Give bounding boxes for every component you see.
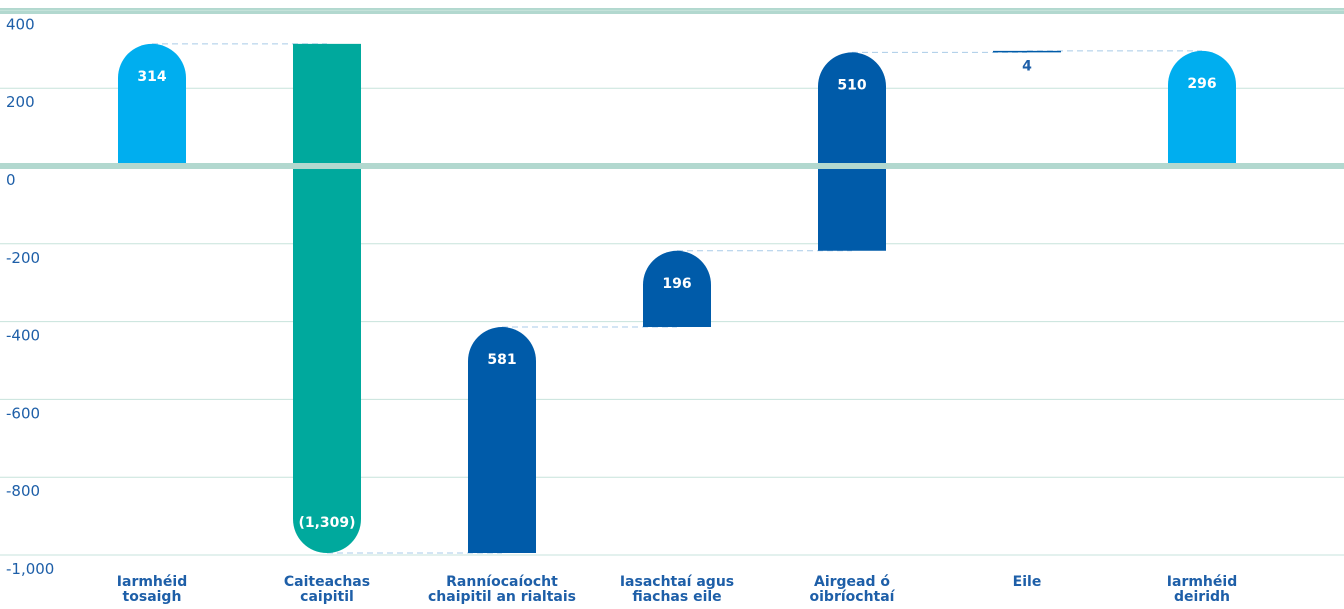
y-tick-label: -200 <box>6 249 40 267</box>
data-label: 296 <box>1187 76 1216 92</box>
y-tick-label: -1,000 <box>6 560 54 578</box>
data-label: (1,309) <box>298 515 355 531</box>
grid-lines <box>0 9 1344 556</box>
y-tick-label: 0 <box>6 171 16 189</box>
y-tick-label: -600 <box>6 404 40 422</box>
category-label: Iarmhéid deiridh <box>1167 574 1237 605</box>
top-border <box>0 8 1344 14</box>
category-label: Airgead ó oibríochtaí <box>810 574 896 605</box>
category-label: Iasachtaí agus fiachas eile <box>620 574 734 605</box>
bar <box>643 250 711 328</box>
category-label: Iarmhéid tosaigh <box>117 574 187 605</box>
category-label: Eile <box>1013 574 1042 590</box>
bars <box>118 43 1236 554</box>
zero-baseline <box>0 163 1344 169</box>
data-label: 314 <box>137 69 166 85</box>
y-tick-label: -800 <box>6 482 40 500</box>
category-labels: Iarmhéid tosaigh Caiteachas caipitil Ranníoc… <box>117 574 1237 605</box>
bar <box>1168 50 1236 166</box>
bar <box>818 52 886 251</box>
data-label: 510 <box>837 77 866 93</box>
y-axis-ticks: 400 200 0 -200 -400 -600 -800 -1,000 <box>6 15 54 578</box>
y-tick-label: -400 <box>6 327 40 345</box>
bar <box>993 50 1061 53</box>
bar <box>293 43 361 554</box>
data-labels: 314 (1,309) 581 196 510 4 296 <box>137 58 1216 531</box>
y-tick-label: 400 <box>6 15 35 33</box>
data-label: 4 <box>1022 58 1032 74</box>
zero-line <box>0 163 1344 169</box>
category-label: Caiteachas caipitil <box>284 574 370 605</box>
data-label: 581 <box>487 352 516 368</box>
data-label: 196 <box>662 276 691 292</box>
category-label: Ranníocaíocht chaipitil an rialtais <box>428 574 576 605</box>
bar <box>118 43 186 166</box>
bar <box>468 327 536 554</box>
y-tick-label: 200 <box>6 93 35 111</box>
